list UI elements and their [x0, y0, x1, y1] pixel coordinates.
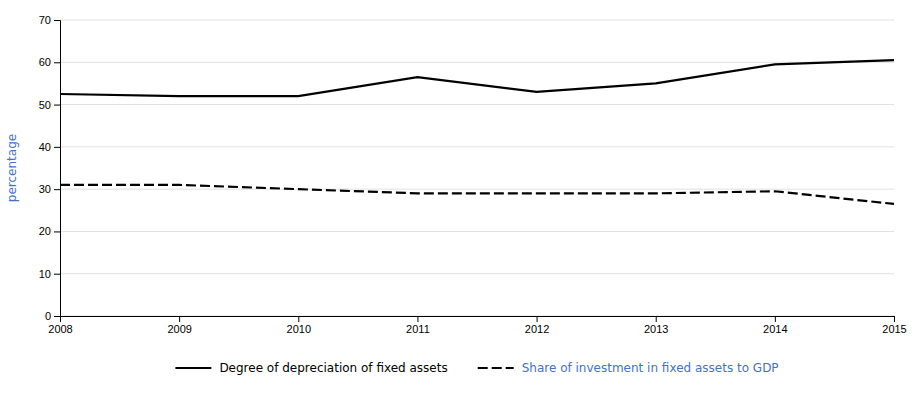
- legend-item: Degree of depreciation of fixed assets: [175, 361, 447, 375]
- y-tick-label: 30: [39, 183, 51, 195]
- x-tick-label: 2011: [406, 323, 430, 335]
- grid-line: [60, 62, 894, 63]
- y-axis-line: [54, 21, 61, 317]
- x-tick-label: 2009: [167, 323, 191, 335]
- x-tick-mark: [179, 316, 180, 322]
- y-tick: 40: [39, 141, 60, 153]
- y-tick-mark: [54, 189, 60, 190]
- grid: [60, 20, 894, 316]
- y-tick-label: 10: [39, 268, 51, 280]
- y-tick-mark: [54, 316, 60, 317]
- x-tick-label: 2014: [763, 323, 787, 335]
- y-tick-label: 0: [45, 310, 51, 322]
- y-tick-mark: [54, 62, 60, 63]
- x-tick-label: 2015: [882, 323, 906, 335]
- y-tick-mark: [54, 274, 60, 275]
- lines: [60, 60, 894, 204]
- x-tick: 2012: [525, 316, 549, 335]
- grid-line: [60, 189, 894, 190]
- grid-line: [60, 231, 894, 232]
- x-tick-mark: [537, 316, 538, 322]
- y-axis-title: percentage: [5, 134, 19, 202]
- y-tick: 30: [39, 183, 60, 195]
- legend-swatch: [175, 367, 211, 369]
- x-tick-label: 2012: [525, 323, 549, 335]
- x-tick-label: 2008: [48, 323, 72, 335]
- legend-label: Degree of depreciation of fixed assets: [219, 361, 447, 375]
- grid-line: [60, 104, 894, 105]
- plot: 2008 2009 2010 2011 2012 2013 2014 2015 0 10 20 30 4…: [39, 14, 907, 335]
- series-line: [60, 60, 894, 96]
- y-tick-mark: [54, 20, 60, 21]
- grid-line: [60, 273, 894, 274]
- x-tick: 2014: [763, 316, 787, 335]
- chart: 2008 2009 2010 2011 2012 2013 2014 2015 0 10 20 30 4…: [0, 0, 924, 396]
- y-tick: 70: [39, 14, 60, 26]
- y-tick-mark: [54, 105, 60, 106]
- y-tick-label: 60: [39, 56, 51, 68]
- x-tick-mark: [298, 316, 299, 322]
- x-tick-label: 2010: [287, 323, 311, 335]
- x-tick-label: 2013: [644, 323, 668, 335]
- y-tick: 60: [39, 56, 60, 68]
- grid-line: [60, 146, 894, 147]
- y-axis: 0 10 20 30 40 50 60 70: [39, 14, 61, 322]
- x-tick: 2009: [167, 316, 191, 335]
- legend: Degree of depreciation of fixed assets Sh…: [175, 361, 778, 375]
- y-tick-label: 40: [39, 141, 51, 153]
- x-tick-mark: [775, 316, 776, 322]
- y-tick-label: 50: [39, 99, 51, 111]
- x-tick-mark: [894, 316, 895, 322]
- grid-line: [60, 20, 894, 21]
- x-tick: 2008: [48, 316, 72, 335]
- x-tick: 2011: [406, 316, 430, 335]
- series-line: [60, 185, 894, 204]
- x-tick: 2015: [882, 316, 906, 335]
- x-tick: 2013: [644, 316, 668, 335]
- y-tick-label: 70: [39, 14, 51, 26]
- legend-item: Share of investment in fixed assets to G…: [478, 361, 779, 375]
- y-tick: 20: [39, 225, 60, 237]
- x-tick-mark: [656, 316, 657, 322]
- y-tick-label: 20: [39, 225, 51, 237]
- legend-label: Share of investment in fixed assets to G…: [522, 361, 779, 375]
- y-tick-mark: [54, 231, 60, 232]
- x-axis-line: [61, 317, 895, 323]
- x-axis: 2008 2009 2010 2011 2012 2013 2014 2015: [48, 316, 906, 335]
- y-tick-mark: [54, 147, 60, 148]
- y-tick: 0: [45, 310, 60, 322]
- legend-swatch: [478, 367, 514, 369]
- x-tick: 2010: [287, 316, 311, 335]
- y-tick: 50: [39, 99, 60, 111]
- y-tick: 10: [39, 268, 60, 280]
- x-tick-mark: [417, 316, 418, 322]
